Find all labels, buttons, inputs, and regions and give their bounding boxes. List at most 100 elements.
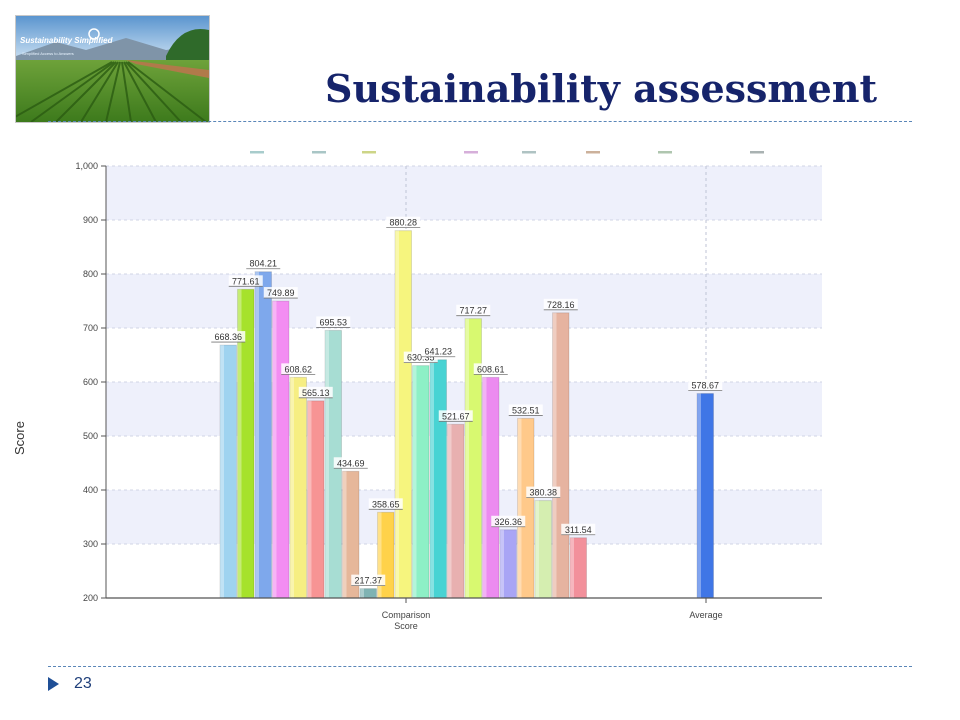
bar-value-label: 532.51	[512, 405, 540, 415]
plot-band	[106, 166, 822, 220]
bar-highlight	[377, 512, 382, 598]
bar-label-bg	[228, 275, 263, 287]
bar-label-bg	[438, 410, 473, 422]
bar-chart: 200 300 400 500 600 700 800 900 1,000 668.36 771.…	[12, 151, 822, 631]
bar-label-bg	[246, 257, 281, 269]
bar-highlight	[272, 301, 277, 598]
bar-highlight	[395, 230, 399, 598]
legend-swatch	[522, 151, 536, 154]
bar-highlight	[255, 271, 259, 598]
bar-label-bg	[281, 363, 316, 375]
bar-value-label: 521.67	[442, 411, 470, 421]
bar-label-bg	[298, 386, 333, 398]
bar-value-label: 578.67	[691, 381, 719, 391]
bar-label-bg	[421, 345, 456, 357]
bar-value-label: 326.36	[494, 517, 522, 527]
chart-legend	[250, 151, 764, 154]
legend-swatch	[586, 151, 600, 154]
bar-highlight	[517, 418, 522, 598]
field-landscape-image	[16, 16, 209, 122]
bottom-divider	[48, 666, 912, 667]
bar-label-bg	[386, 216, 421, 228]
bar-highlight	[430, 359, 434, 598]
legend-swatch	[464, 151, 478, 154]
bar-label-bg	[526, 486, 561, 498]
bar-label-bg	[508, 404, 543, 416]
y-tick-label: 500	[83, 431, 98, 441]
bar-highlight	[697, 393, 701, 598]
bar-highlight	[412, 365, 417, 598]
bar-value-labels: 668.36 771.61 804.21 749.89 608.62 565.13 695.…	[211, 216, 723, 587]
bar-value-label: 217.37	[354, 576, 382, 586]
y-tick-label: 600	[83, 377, 98, 387]
bar-highlight	[570, 537, 574, 598]
plot-band	[106, 274, 822, 328]
axes	[105, 166, 822, 599]
bar-value-label: 749.89	[267, 288, 295, 298]
bar-label-bg	[211, 331, 246, 343]
bar-highlight	[482, 377, 487, 598]
bar-highlight	[552, 312, 557, 598]
bar-label-bg	[491, 515, 526, 527]
bar-value-label: 565.13	[302, 388, 330, 398]
bar-highlight	[535, 500, 539, 598]
bar-value-label: 358.65	[372, 499, 400, 509]
top-divider	[48, 121, 912, 122]
bar-highlight	[220, 345, 224, 598]
bar-label-bg	[473, 363, 508, 375]
bar-value-label: 717.27	[459, 306, 487, 316]
y-tick-label: 300	[83, 539, 98, 549]
bar-highlight	[447, 424, 452, 598]
legend-swatch	[362, 151, 376, 154]
legend-swatch	[250, 151, 264, 154]
bar-label-bg	[333, 457, 368, 469]
bar-value-label: 311.54	[565, 525, 592, 535]
bar-highlight	[342, 471, 347, 598]
legend-swatch	[750, 151, 764, 154]
bar-value-label: 434.69	[337, 458, 365, 468]
page-number: 23	[74, 675, 92, 692]
bar-value-label: 804.21	[249, 259, 277, 269]
bullet-arrow-icon	[48, 677, 59, 691]
bar-label-bg	[316, 316, 351, 328]
bar-highlight	[237, 289, 242, 598]
y-tick-label: 1,000	[75, 161, 98, 171]
y-axis-ticks: 200 300 400 500 600 700 800 900 1,000	[75, 161, 106, 603]
y-tick-label: 200	[83, 593, 98, 603]
bar-value-label: 668.36	[214, 332, 242, 342]
bar-value-label: 630.35	[407, 353, 435, 363]
bar-label-bg	[351, 574, 386, 586]
legend-swatch	[312, 151, 326, 154]
bar-highlight	[500, 529, 504, 598]
plot-band	[106, 220, 822, 274]
bar-label-bg	[403, 351, 438, 363]
x-axis-labels: Comparison Score Average	[382, 598, 723, 631]
bar-highlight	[290, 377, 294, 598]
bar-highlight	[307, 400, 312, 598]
y-tick-label: 900	[83, 215, 98, 225]
legend-swatch	[658, 151, 672, 154]
globe-icon	[88, 28, 100, 40]
company-logo: Sustainability Simplified Simplified Acc…	[15, 15, 210, 123]
x-category-label: Comparison Score	[382, 610, 431, 631]
bar-highlight	[465, 318, 469, 598]
slide-title: Sustainability assessment	[325, 66, 878, 111]
bar-value-label: 608.61	[477, 364, 505, 374]
bar-value-label: 380.38	[529, 488, 557, 498]
bar-label-bg	[368, 498, 403, 510]
bar-label-bg	[263, 287, 298, 299]
y-axis-label: Score	[12, 421, 27, 455]
logo-name: Sustainability Simplified	[20, 36, 113, 45]
y-tick-label: 800	[83, 269, 98, 279]
bar-label-bg	[456, 304, 491, 316]
bar-label-bg	[688, 379, 723, 391]
bar-value-label: 608.62	[284, 364, 312, 374]
bar-value-label: 641.23	[424, 347, 452, 357]
bar-label-bg	[561, 523, 596, 535]
x-category-label: Average	[689, 610, 722, 620]
logo-tagline: Simplified Access to Answers	[22, 51, 74, 56]
y-tick-label: 400	[83, 485, 98, 495]
bar-highlight	[360, 588, 364, 598]
bar-label-bg	[543, 298, 578, 310]
bar-value-label: 728.16	[547, 300, 575, 310]
